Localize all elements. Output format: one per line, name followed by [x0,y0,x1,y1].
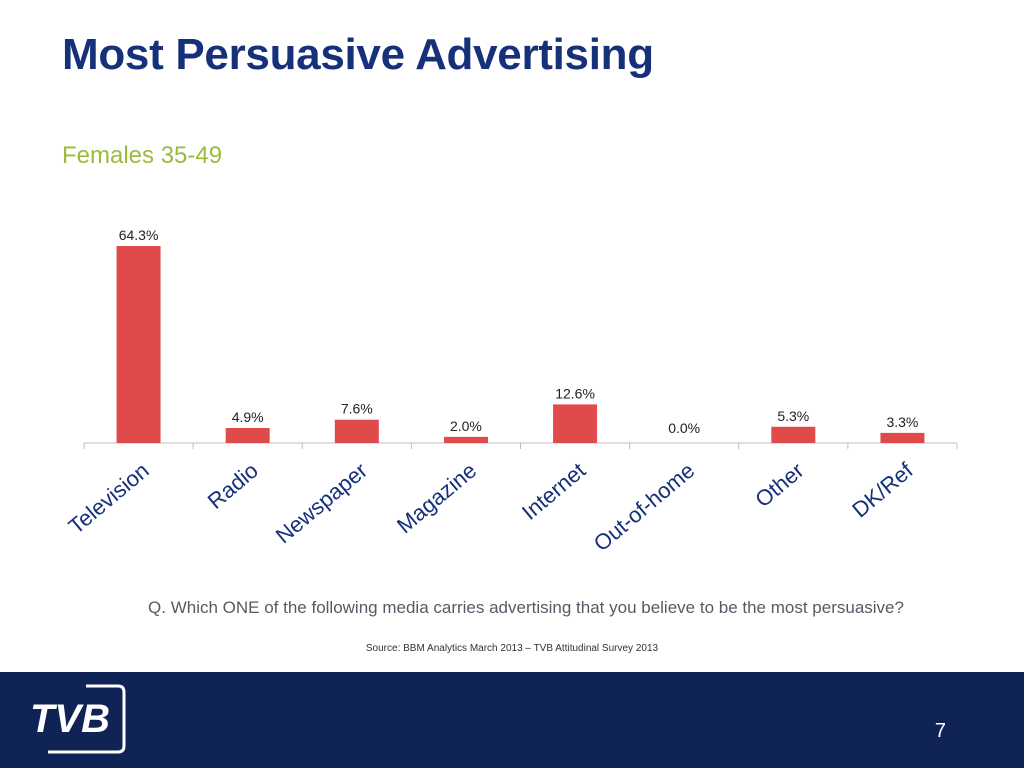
category-label: Magazine [392,458,481,538]
bar-magazine [443,436,488,443]
category-label: Television [64,458,154,539]
category-label: Internet [517,458,590,525]
tvb-logo: TVB [30,684,126,754]
category-label: Radio [203,458,263,514]
bar-radio [225,427,270,443]
data-label: 12.6% [555,385,595,401]
category-label: Out-of-home [589,458,700,557]
bar-television [116,246,161,443]
logo-text: TVB [30,697,110,741]
bar-other [771,426,816,443]
category-label: DK/Ref [847,457,918,522]
slide-title: Most Persuasive Advertising [62,30,654,79]
bar-dk-ref [880,432,925,443]
page-number: 7 [934,720,946,742]
data-label: 2.0% [450,418,482,434]
bar-newspaper [334,419,379,443]
data-label: 7.6% [341,401,373,417]
category-label: Other [750,458,808,513]
footer-bar: TVB 7 [0,672,1024,768]
bar-internet [553,404,598,443]
survey-question: Q. Which ONE of the following media carr… [148,598,904,617]
data-label: 64.3% [119,227,159,243]
data-label: 0.0% [668,420,700,436]
data-label: 3.3% [886,414,918,430]
source-note: Source: BBM Analytics March 2013 – TVB A… [365,643,659,654]
data-label: 4.9% [232,409,264,425]
bar-chart: 64.3% Television 4.9% Radio 7.6% Newspaper 2.0… [64,227,958,557]
data-label: 5.3% [777,408,809,424]
category-label: Newspaper [271,458,372,549]
slide-subtitle: Females 35-49 [62,142,223,169]
